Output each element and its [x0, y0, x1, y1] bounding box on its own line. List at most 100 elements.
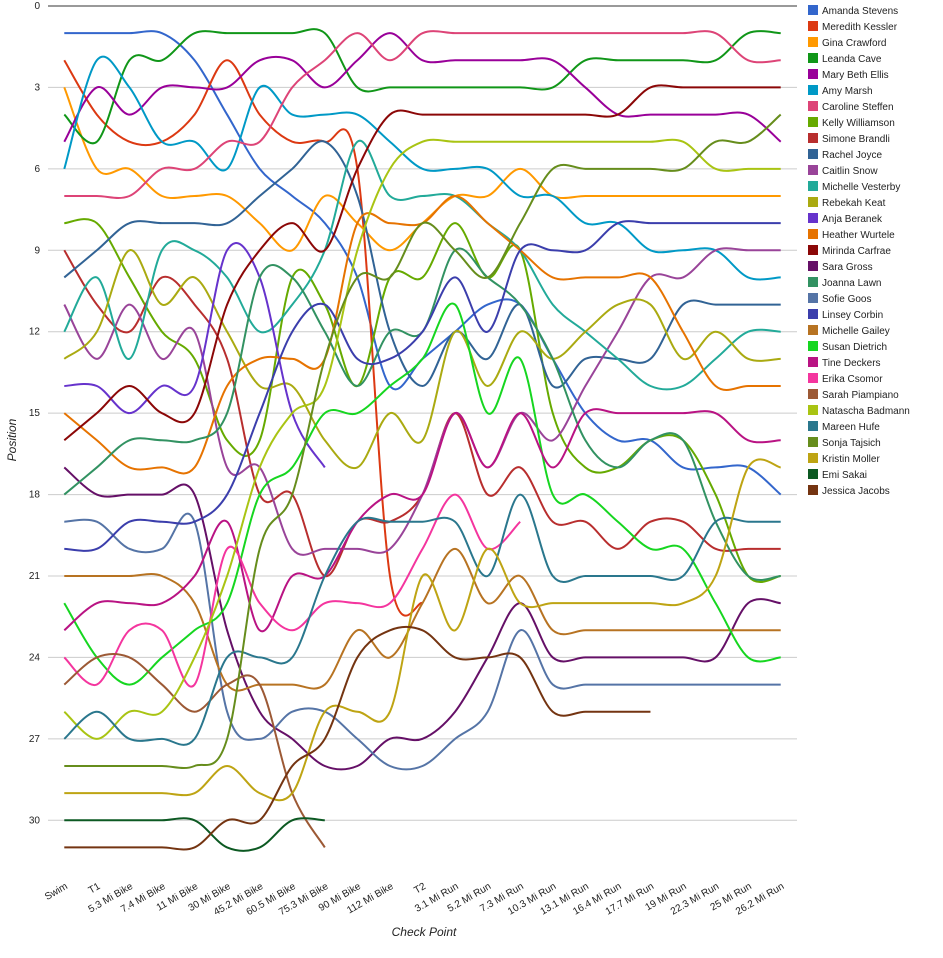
x-tick-label: T1: [87, 881, 103, 897]
legend-swatch: [808, 293, 818, 303]
series-line: [64, 218, 781, 583]
legend-swatch: [808, 5, 818, 15]
legend-swatch: [808, 37, 818, 47]
legend-swatch: [808, 181, 818, 191]
legend-label: Sarah Piampiano: [822, 390, 899, 401]
legend-swatch: [808, 229, 818, 239]
legend-label: Kelly Williamson: [822, 118, 895, 129]
legend-swatch: [808, 341, 818, 351]
series-line: [64, 817, 325, 852]
legend-label: Leanda Cave: [822, 54, 882, 65]
y-axis-title: Position: [5, 418, 19, 461]
series-line: [63, 59, 424, 617]
legend-swatch: [808, 405, 818, 415]
legend-label: Amy Marsh: [822, 86, 873, 97]
legend-label: Sofie Goos: [822, 294, 871, 305]
legend-label: Emi Sakai: [822, 470, 867, 481]
series-line: [63, 493, 521, 688]
legend-label: Linsey Corbin: [822, 310, 883, 321]
series-line: [63, 466, 781, 771]
legend-swatch: [808, 437, 818, 447]
legend-label: Caroline Steffen: [822, 102, 894, 113]
legend-swatch: [808, 69, 818, 79]
legend-swatch: [808, 485, 818, 495]
legend-swatch: [808, 453, 818, 463]
series-line: [63, 493, 781, 746]
y-tick-label: 24: [29, 652, 41, 663]
series-line: [63, 28, 781, 145]
series-line: [64, 113, 782, 769]
legend-swatch: [808, 101, 818, 111]
legend-swatch: [808, 469, 818, 479]
y-tick-label: 0: [34, 1, 40, 12]
legend-swatch: [808, 213, 818, 223]
y-tick-label: 6: [34, 164, 40, 175]
legend-label: Michelle Vesterby: [822, 182, 900, 193]
legend-label: Erika Csomor: [822, 374, 883, 385]
legend-swatch: [808, 325, 818, 335]
y-tick-label: 27: [29, 734, 41, 745]
series-line: [64, 220, 781, 552]
legend-label: Susan Dietrich: [822, 342, 887, 353]
legend-swatch: [808, 85, 818, 95]
legend-label: Mary Beth Ellis: [822, 70, 889, 81]
legend-label: Mareen Hufe: [822, 422, 880, 433]
legend-label: Tine Deckers: [822, 358, 881, 369]
series-line: [64, 512, 781, 771]
series-line: [63, 55, 781, 281]
legend-label: Rachel Joyce: [822, 150, 882, 161]
legend-label: Joanna Lawn: [822, 278, 882, 289]
legend-label: Meredith Kessler: [822, 22, 898, 33]
legend-label: Amanda Stevens: [822, 6, 898, 17]
series-line: [64, 30, 781, 199]
legend-swatch: [808, 245, 818, 255]
x-axis-title: Check Point: [392, 925, 457, 939]
series-line: [63, 32, 782, 143]
legend-label: Heather Wurtele: [822, 230, 895, 241]
series-line: [64, 30, 782, 496]
series-line: [64, 625, 651, 851]
y-tick-label: 12: [29, 327, 41, 338]
series-line: [63, 247, 781, 581]
legend-label: Simone Brandli: [822, 134, 890, 145]
y-tick-label: 9: [34, 245, 40, 256]
legend-label: Anja Beranek: [822, 214, 883, 225]
legend-swatch: [808, 389, 818, 399]
y-tick-label: 30: [29, 815, 41, 826]
legend-swatch: [808, 277, 818, 287]
series-line: [63, 249, 781, 470]
legend-swatch: [808, 261, 818, 271]
y-tick-label: 18: [29, 490, 41, 501]
series-line: [64, 242, 326, 468]
y-tick-label: 3: [34, 82, 40, 93]
y-tick-label: 21: [29, 571, 41, 582]
legend-label: Sara Gross: [822, 262, 873, 273]
series-line: [63, 140, 781, 389]
series-line: [63, 408, 781, 633]
legend-label: Michelle Gailey: [822, 326, 890, 337]
legend-label: Jessica Jacobs: [822, 486, 890, 497]
legend-swatch: [808, 165, 818, 175]
legend-swatch: [808, 357, 818, 367]
x-tick-label: T2: [412, 881, 428, 897]
series-line: [63, 139, 781, 391]
legend-label: Rebekah Keat: [822, 198, 886, 209]
legend-label: Gina Crawford: [822, 38, 886, 49]
legend-swatch: [808, 309, 818, 319]
series-line: [64, 547, 781, 692]
legend-swatch: [808, 117, 818, 127]
legend-swatch: [808, 373, 818, 383]
legend-swatch: [808, 53, 818, 63]
series-line: [63, 302, 781, 686]
legend-swatch: [808, 149, 818, 159]
x-tick-label: Swim: [43, 881, 70, 903]
series-line: [64, 458, 781, 802]
legend-label: Mirinda Carfrae: [822, 246, 891, 257]
legend-swatch: [808, 421, 818, 431]
series-line: [63, 194, 781, 475]
series-line: [63, 247, 781, 556]
legend-swatch: [808, 133, 818, 143]
legend-swatch: [808, 21, 818, 31]
